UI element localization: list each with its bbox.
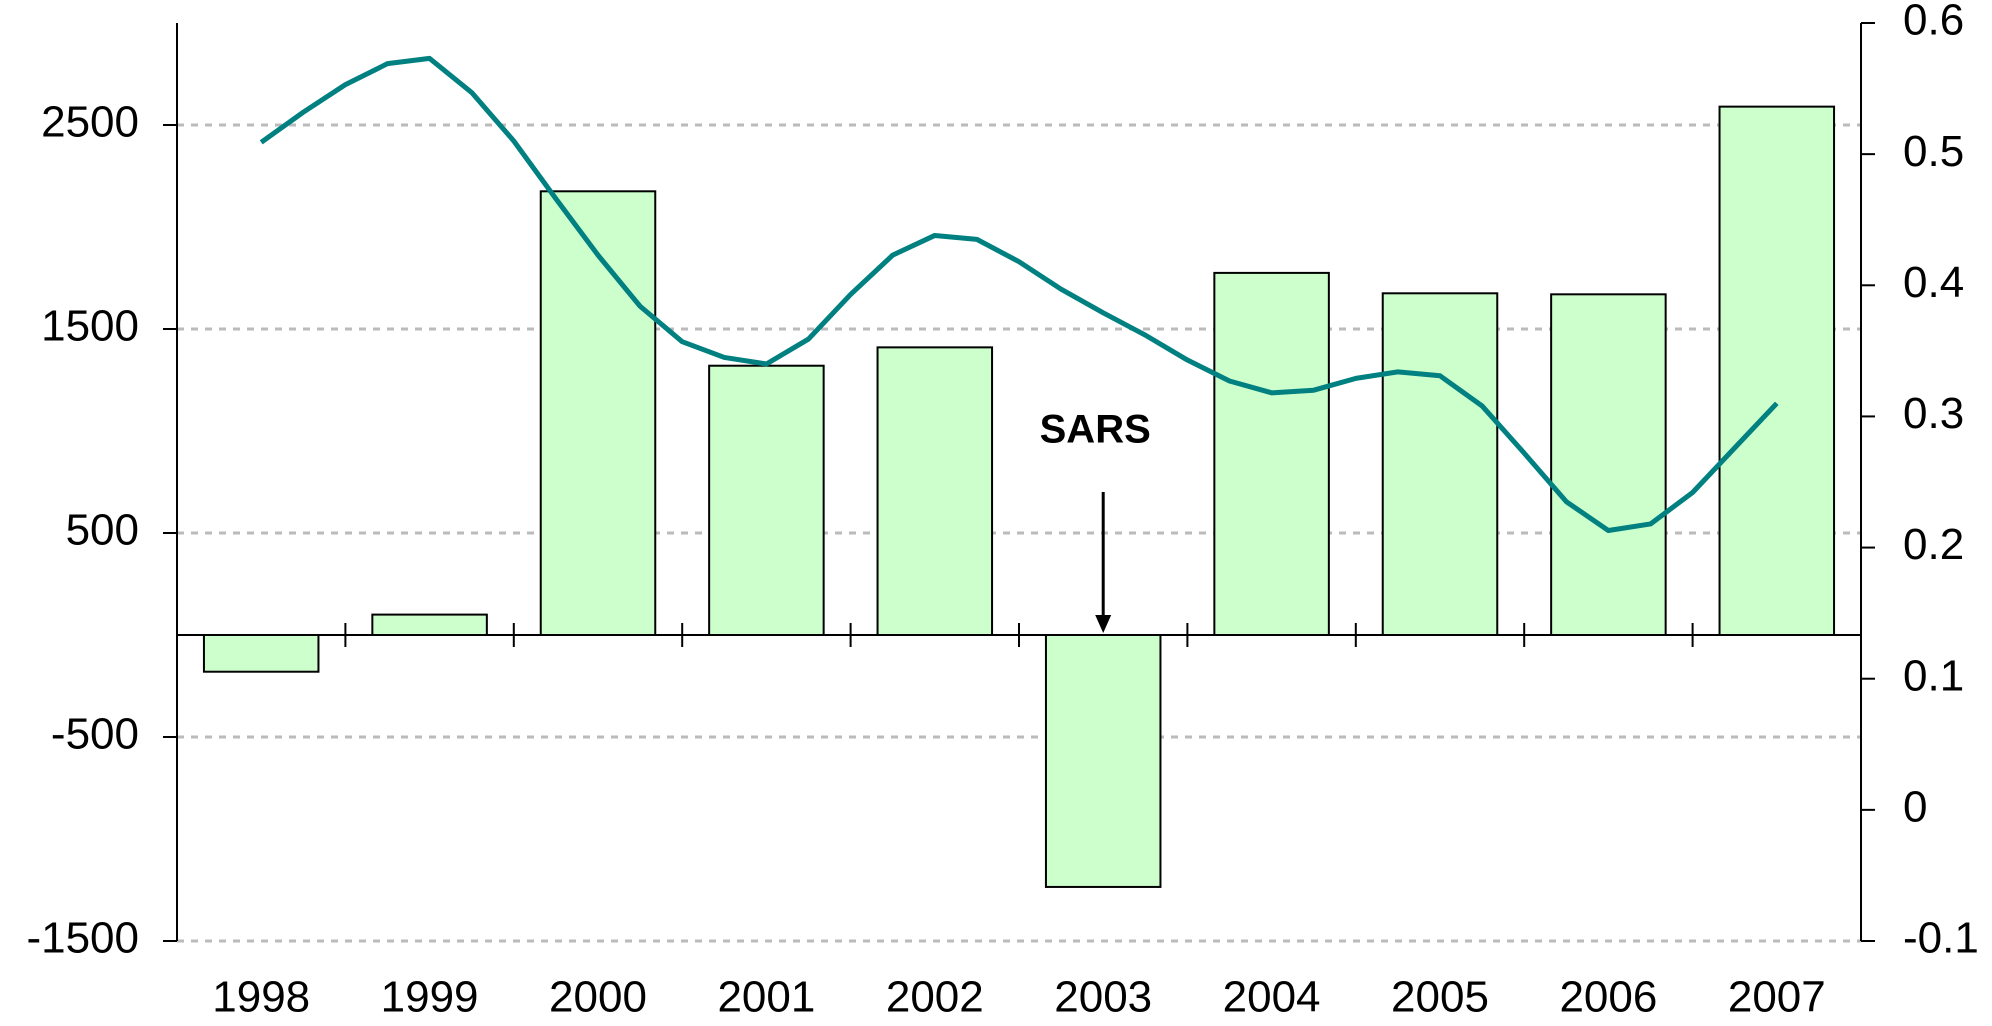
annotation-arrowhead [1095,615,1112,633]
bar [1550,293,1667,636]
y-tick-label: -500 [51,710,139,759]
bar [1381,292,1499,636]
y2-tick-label: 0.2 [1903,520,1964,569]
y2-tick-label: 0.6 [1903,0,1964,45]
bar [1044,634,1162,888]
x-tick-label: 2004 [1223,973,1321,1022]
x-tick-label: 2000 [549,973,647,1022]
bar [202,634,320,673]
x-tick-label: 2002 [886,973,984,1022]
x-tick-label: 2006 [1559,973,1657,1022]
y-tick-label: 1500 [41,302,139,351]
x-tick-label: 1998 [212,973,310,1022]
bar [371,613,488,636]
x-tick-label: 2001 [717,973,815,1022]
x-tick-label: 1999 [381,973,479,1022]
x-tick-label: 2005 [1391,973,1489,1022]
x-tick-label: 2003 [1054,973,1152,1022]
bar [1213,271,1330,636]
y2-tick-label: 0.3 [1903,389,1964,438]
y2-tick-label: 0.5 [1903,127,1964,176]
annotation: SARS [1040,408,1151,452]
y-tick-label: 2500 [41,98,139,147]
line [259,55,1779,534]
bar [708,364,825,636]
bar [539,190,657,637]
y2-tick-label: 0.1 [1903,651,1964,700]
y2-tick-label: 0.4 [1903,258,1964,307]
y2-tick-label: 0 [1903,782,1927,831]
bar [876,346,994,636]
y-tick-label: 500 [66,506,139,555]
x-tick-label: 2007 [1728,973,1826,1022]
y-tick-label: -1500 [26,914,139,963]
bar [1718,105,1836,636]
y2-tick-label: -0.1 [1903,914,1979,963]
